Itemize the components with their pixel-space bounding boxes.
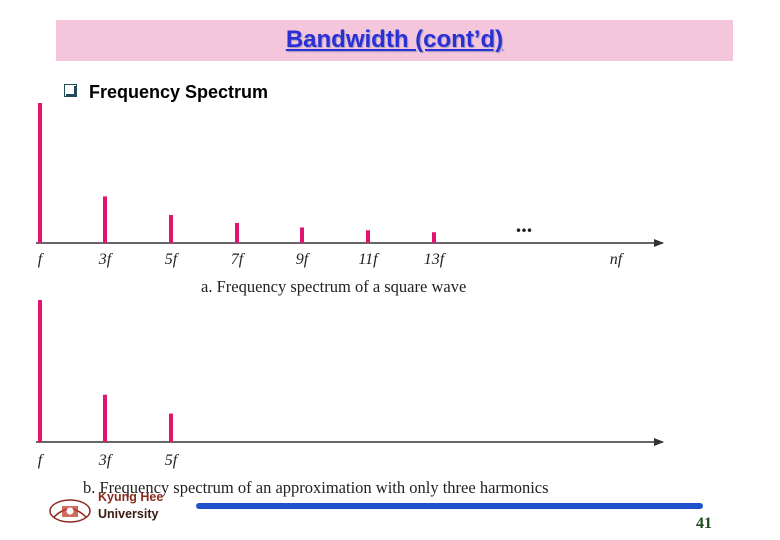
caption-a: a. Frequency spectrum of a square wave xyxy=(201,277,466,296)
diagram_a-tick-label: 13f xyxy=(424,251,447,268)
diagram_b-tick-label: 5f xyxy=(165,452,180,469)
caption-b: b. Frequency spectrum of an approximatio… xyxy=(83,478,549,497)
diagram_a-tick-label: nf xyxy=(610,251,625,268)
diagram_b-spike-1 xyxy=(38,300,42,442)
diagram_b-tick-label: 3f xyxy=(98,452,114,469)
diagram_b-spike-3 xyxy=(103,394,107,442)
diagram_a-spike-9 xyxy=(300,227,304,243)
diagram_a-tick-label: 9f xyxy=(296,251,311,268)
diagram_b-spike-5 xyxy=(169,413,173,442)
diagram_a-spike-5 xyxy=(169,215,173,243)
university-logo-icon xyxy=(49,499,91,523)
ellipsis-a: ... xyxy=(516,212,533,237)
diagram_a-spike-7 xyxy=(235,222,239,243)
diagram_a-tick-label: 7f xyxy=(231,251,246,268)
page-number: 41 xyxy=(696,515,712,532)
diagram_a-tick-label: 5f xyxy=(165,251,180,268)
slide-title: Bandwidth (cont’d) xyxy=(285,26,504,53)
diagram_a-spike-3 xyxy=(103,196,107,243)
diagram_b-tick-label: f xyxy=(38,452,45,469)
ticks-b: f 3f 5f xyxy=(38,452,180,469)
diagram-a: f 3f 5f 7f 9f 11f 13f nf ... a. Frequency spect… xyxy=(36,103,664,296)
university-name-line2: University xyxy=(98,507,159,521)
ticks-a: f 3f 5f 7f 9f 11f 13f nf xyxy=(38,251,625,268)
title-bar: Bandwidth (cont’d) xyxy=(56,20,733,61)
spikes-a xyxy=(38,103,436,243)
footer-divider xyxy=(196,503,703,509)
bullet-frequency-spectrum: Frequency Spectrum xyxy=(89,82,269,102)
diagram_a-spike-11 xyxy=(366,230,370,243)
diagram_a-tick-label: f xyxy=(38,251,45,268)
checkbox-bullet-icon xyxy=(64,84,77,97)
diagram_a-spike-1 xyxy=(38,103,42,243)
university-name-line1: Kyung Hee xyxy=(98,490,164,504)
diagram-b: f 3f 5f b. Frequency spectrum of an approx… xyxy=(36,300,664,497)
spikes-b xyxy=(38,300,173,442)
diagram_a-tick-label: 11f xyxy=(358,251,380,268)
diagram_a-tick-label: 3f xyxy=(98,251,114,268)
diagram_a-spike-13 xyxy=(432,232,436,243)
